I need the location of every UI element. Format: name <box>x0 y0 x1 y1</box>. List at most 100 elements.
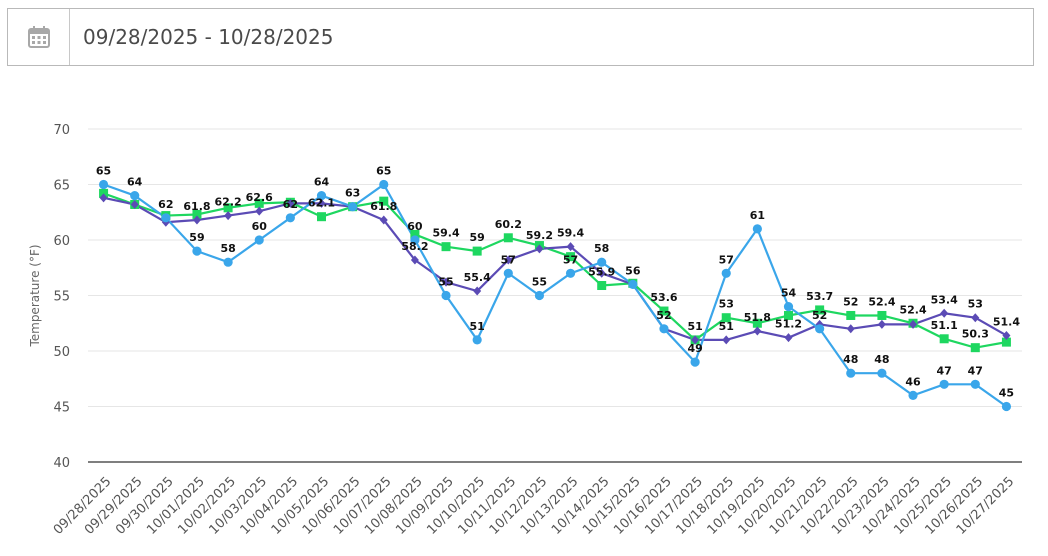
data-point <box>348 202 358 212</box>
data-label: 53.6 <box>650 291 677 304</box>
data-point <box>815 305 825 315</box>
data-point <box>442 277 451 287</box>
data-point <box>691 335 700 345</box>
date-range-text[interactable]: 09/28/2025 - 10/28/2025 <box>83 25 334 49</box>
y-tick-label: 40 <box>53 456 70 471</box>
data-point <box>752 318 762 328</box>
date-range-picker[interactable]: 09/28/2025 - 10/28/2025 <box>7 8 1034 66</box>
data-point <box>317 198 326 208</box>
data-label: 53 <box>968 298 983 311</box>
series-line <box>103 192 1007 349</box>
data-point <box>192 246 202 256</box>
data-point <box>254 235 264 245</box>
data-label: 60.2 <box>495 218 522 231</box>
data-point <box>690 357 700 367</box>
data-label: 48 <box>843 353 858 366</box>
data-point <box>286 198 295 208</box>
data-label: 59.4 <box>432 227 459 240</box>
data-point <box>503 233 513 243</box>
data-point <box>223 257 233 267</box>
data-point <box>597 257 607 267</box>
data-point <box>970 343 980 353</box>
data-label: 55.4 <box>464 271 491 284</box>
data-point <box>597 268 606 278</box>
data-point <box>753 326 762 336</box>
data-point <box>192 209 202 219</box>
data-point <box>970 379 980 389</box>
data-label: 58 <box>220 242 235 255</box>
data-label: 51 <box>470 320 485 333</box>
data-point <box>1001 337 1011 347</box>
data-point <box>379 215 388 225</box>
data-label: 51.2 <box>775 318 802 331</box>
y-tick-label: 70 <box>53 123 70 138</box>
data-label: 55 <box>532 276 547 289</box>
data-label: 65 <box>376 165 391 178</box>
data-point <box>410 235 420 245</box>
data-label: 50.3 <box>962 328 989 341</box>
data-label: 51.4 <box>993 315 1020 328</box>
data-label: 62 <box>283 198 298 211</box>
data-label: 52 <box>843 295 858 308</box>
data-point <box>410 229 420 239</box>
data-label: 60 <box>407 220 423 233</box>
data-point <box>410 255 419 265</box>
data-label: 59.4 <box>557 227 584 240</box>
calendar-button[interactable] <box>8 9 70 65</box>
data-label: 46 <box>905 375 921 388</box>
data-point <box>379 179 389 190</box>
data-label: 51 <box>687 320 702 333</box>
data-label: 55.9 <box>588 266 615 279</box>
data-point <box>877 319 886 329</box>
data-label: 59 <box>470 231 485 244</box>
data-point <box>161 213 171 223</box>
data-label: 57 <box>563 253 578 266</box>
data-point <box>99 193 108 203</box>
data-point <box>939 379 949 389</box>
y-tick-label: 45 <box>53 401 70 416</box>
data-point <box>441 290 451 301</box>
data-point <box>565 268 576 278</box>
data-point <box>379 196 389 206</box>
data-label: 51.8 <box>744 311 771 324</box>
data-point <box>908 390 918 400</box>
data-label: 52.4 <box>868 295 895 308</box>
y-tick-label: 60 <box>53 234 70 249</box>
data-point <box>784 333 793 343</box>
data-label: 47 <box>968 364 983 377</box>
data-point <box>223 203 233 213</box>
data-label: 55 <box>438 276 453 289</box>
data-label: 48 <box>874 353 889 366</box>
data-point <box>285 213 295 223</box>
series-line <box>103 182 1008 408</box>
data-label: 61 <box>750 209 765 222</box>
data-point <box>877 368 887 378</box>
data-point <box>940 308 949 318</box>
data-point <box>534 290 545 301</box>
data-point <box>254 198 264 208</box>
y-axis-label: Temperature (°F) <box>28 244 42 347</box>
data-point <box>441 242 451 252</box>
data-point <box>1001 401 1012 412</box>
data-point <box>504 255 513 265</box>
y-tick-label: 55 <box>53 290 70 305</box>
data-point <box>659 324 669 334</box>
data-point <box>752 224 762 234</box>
data-label: 58.2 <box>401 240 428 253</box>
data-label: 56 <box>625 264 641 277</box>
data-point <box>784 310 793 320</box>
data-label: 64 <box>127 176 143 189</box>
data-point <box>909 319 918 329</box>
data-point <box>472 335 482 345</box>
data-point <box>815 324 825 334</box>
data-label: 61.8 <box>370 200 397 213</box>
data-point <box>130 191 140 201</box>
data-label: 62.2 <box>215 196 242 209</box>
data-label: 57 <box>501 253 516 266</box>
y-tick-label: 50 <box>53 345 70 360</box>
data-point <box>472 246 482 256</box>
data-label: 60 <box>252 220 268 233</box>
data-point <box>628 279 638 289</box>
data-point <box>597 281 607 291</box>
